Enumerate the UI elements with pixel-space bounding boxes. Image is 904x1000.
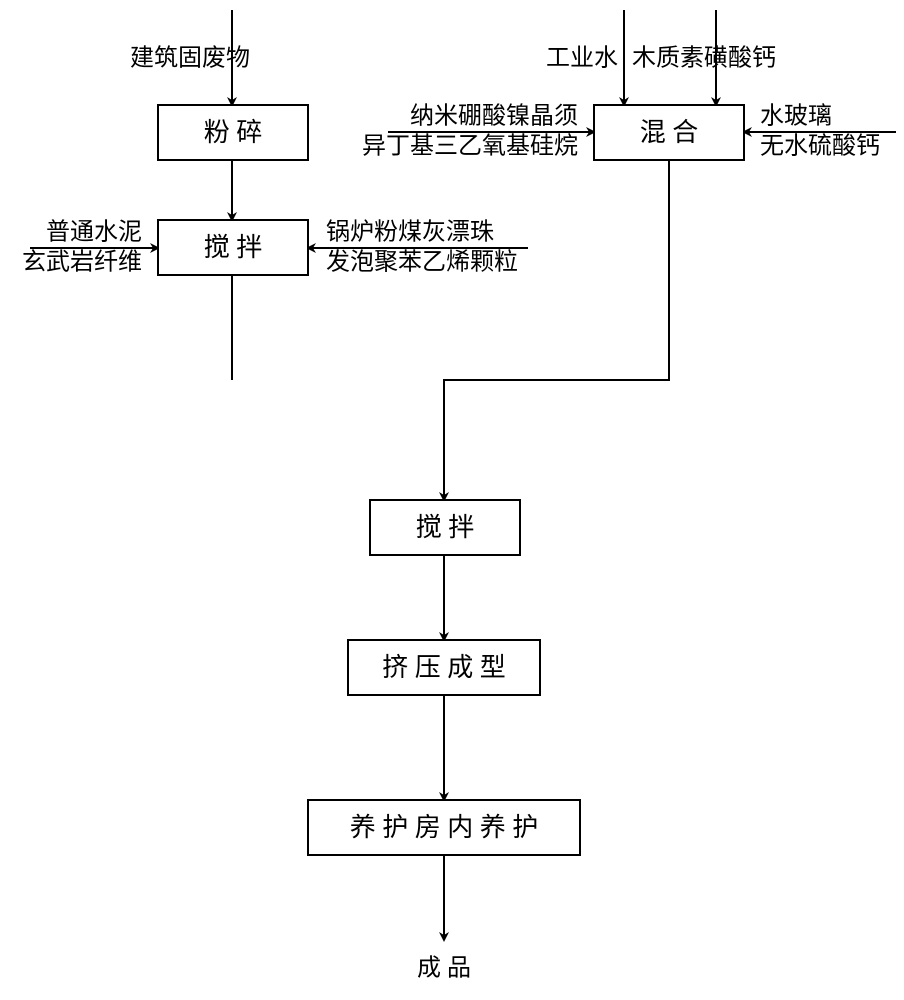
label-waste: 建筑固废物 <box>130 45 250 72</box>
box-crush: 粉 碎 <box>158 105 308 160</box>
box-stir1: 搅 拌 <box>158 220 308 275</box>
box-extrude-label: 挤 压 成 型 <box>382 653 506 682</box>
box-crush-label: 粉 碎 <box>204 118 263 147</box>
label-waterglass: 水玻璃 <box>760 103 832 130</box>
label-silane: 异丁基三乙氧基硅烷 <box>362 133 578 160</box>
box-extrude: 挤 压 成 型 <box>348 640 540 695</box>
label-caso4: 无水硫酸钙 <box>760 133 880 160</box>
label-cement: 普通水泥 <box>46 219 142 246</box>
label-ind_water: 工业水 <box>546 45 618 72</box>
label-nano: 纳米硼酸镍晶须 <box>410 103 578 130</box>
label-basalt: 玄武岩纤维 <box>22 249 142 276</box>
label-lignin: 木质素磺酸钙 <box>632 45 776 72</box>
label-flyash: 锅炉粉煤灰漂珠 <box>326 219 494 246</box>
box-stir2-label: 搅 拌 <box>416 513 475 542</box>
label-product: 成 品 <box>417 955 471 982</box>
box-stir1-label: 搅 拌 <box>204 233 263 262</box>
label-eps: 发泡聚苯乙烯颗粒 <box>326 249 518 276</box>
flowchart-diagram: 粉 碎混 合搅 拌搅 拌挤 压 成 型养 护 房 内 养 护 建筑固废物工业水木… <box>0 0 904 1000</box>
mix1-to-stir2 <box>444 160 669 500</box>
box-mix1-label: 混 合 <box>640 118 699 147</box>
box-stir2: 搅 拌 <box>370 500 520 555</box>
box-mix1: 混 合 <box>594 105 744 160</box>
box-cure-label: 养 护 房 内 养 护 <box>350 813 539 842</box>
box-cure: 养 护 房 内 养 护 <box>308 800 580 855</box>
